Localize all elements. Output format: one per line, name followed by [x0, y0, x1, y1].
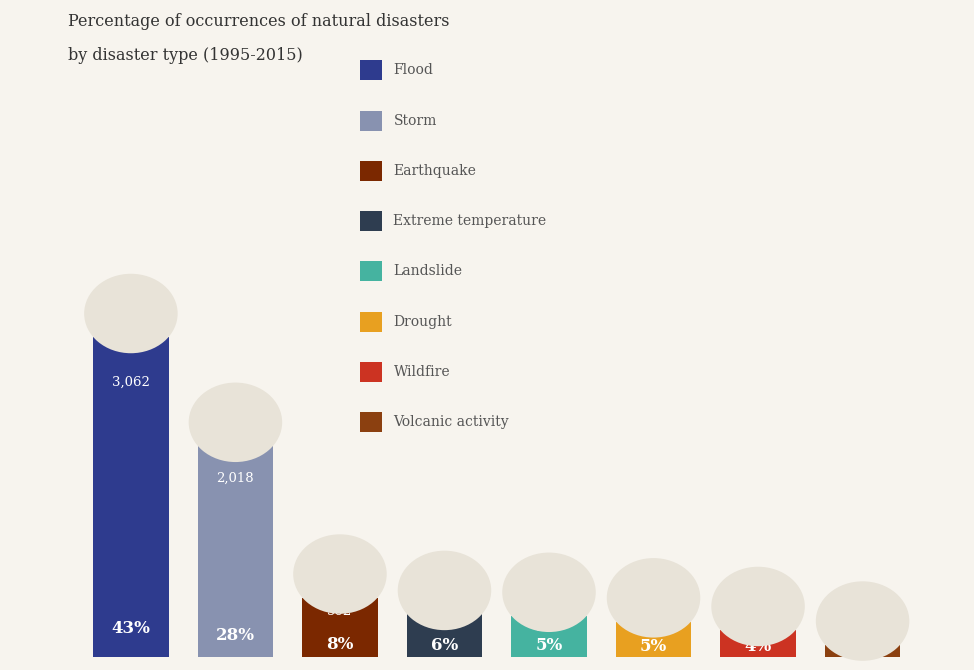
- Text: Drought: Drought: [393, 315, 452, 328]
- Text: 4%: 4%: [744, 638, 771, 655]
- Text: 2,018: 2,018: [216, 472, 254, 484]
- Text: 5%: 5%: [640, 638, 667, 655]
- Text: 562: 562: [327, 605, 353, 618]
- Text: 2%: 2%: [849, 639, 877, 656]
- Text: Flood: Flood: [393, 64, 433, 77]
- Text: 111: 111: [850, 647, 876, 659]
- Text: 43%: 43%: [111, 620, 150, 637]
- Text: 405: 405: [431, 620, 457, 632]
- Bar: [94, 338, 169, 657]
- Text: 5%: 5%: [536, 637, 563, 654]
- Bar: [511, 616, 586, 657]
- Bar: [407, 614, 482, 657]
- Text: Wildfire: Wildfire: [393, 365, 450, 379]
- Bar: [198, 446, 273, 657]
- Text: 3,062: 3,062: [112, 376, 150, 389]
- Text: 334: 334: [641, 626, 666, 639]
- Text: 28%: 28%: [216, 627, 255, 644]
- Text: Landslide: Landslide: [393, 265, 463, 278]
- Bar: [825, 645, 900, 657]
- Text: 387: 387: [537, 621, 562, 634]
- Bar: [616, 622, 692, 657]
- Text: Volcanic activity: Volcanic activity: [393, 415, 509, 429]
- Text: Storm: Storm: [393, 114, 437, 127]
- Text: Extreme temperature: Extreme temperature: [393, 214, 546, 228]
- Text: by disaster type (1995-2015): by disaster type (1995-2015): [68, 47, 303, 64]
- Text: 251: 251: [745, 634, 770, 647]
- Bar: [302, 598, 378, 657]
- Text: 8%: 8%: [326, 636, 354, 653]
- Text: Earthquake: Earthquake: [393, 164, 476, 178]
- Bar: [721, 630, 796, 657]
- Text: 6%: 6%: [431, 637, 458, 654]
- Text: Percentage of occurrences of natural disasters: Percentage of occurrences of natural dis…: [68, 13, 450, 30]
